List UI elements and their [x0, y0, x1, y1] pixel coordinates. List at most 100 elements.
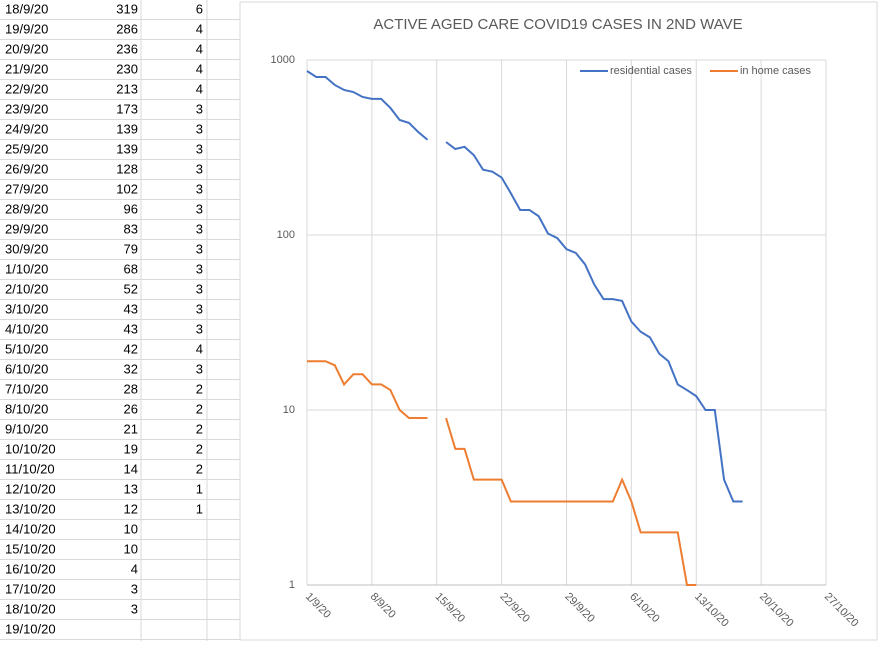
value-cell: 43	[124, 301, 138, 316]
value-cell: 83	[124, 221, 138, 236]
date-cell: 7/10/20	[5, 381, 48, 396]
value-cell: 52	[124, 281, 138, 296]
value-cell: 213	[116, 81, 138, 96]
value-cell: 3	[196, 361, 203, 376]
date-cell: 19/9/20	[5, 21, 48, 36]
date-cell: 10/10/20	[5, 441, 56, 456]
date-cell: 23/9/20	[5, 101, 48, 116]
value-cell: 1	[196, 481, 203, 496]
date-cell: 25/9/20	[5, 141, 48, 156]
value-cell: 319	[116, 1, 138, 16]
value-cell: 2	[196, 401, 203, 416]
date-cell: 18/9/20	[5, 1, 48, 16]
date-cell: 27/9/20	[5, 181, 48, 196]
date-cell: 16/10/20	[5, 561, 56, 576]
value-cell: 19	[124, 441, 138, 456]
value-cell: 10	[124, 541, 138, 556]
y-tick-label: 1	[289, 579, 295, 591]
date-cell: 18/10/20	[5, 601, 56, 616]
date-cell: 4/10/20	[5, 321, 48, 336]
value-cell: 139	[116, 121, 138, 136]
spreadsheet: 18/9/20 319 619/9/20 286 420/9/20 236 421/9/20…	[0, 0, 240, 641]
value-cell: 3	[196, 161, 203, 176]
date-cell: 26/9/20	[5, 161, 48, 176]
value-cell: 13	[124, 481, 138, 496]
date-cell: 11/10/20	[5, 461, 55, 476]
date-cell: 6/10/20	[5, 361, 48, 376]
value-cell: 3	[131, 601, 138, 616]
value-cell: 1	[196, 501, 203, 516]
series-line	[307, 360, 697, 586]
date-cell: 19/10/20	[5, 621, 56, 636]
value-cell: 3	[196, 101, 203, 116]
date-cell: 30/9/20	[5, 241, 48, 256]
value-cell: 2	[196, 381, 203, 396]
date-cell: 3/10/20	[5, 301, 48, 316]
date-cell: 13/10/20	[5, 501, 56, 516]
value-cell: 3	[196, 281, 203, 296]
value-cell: 102	[116, 181, 138, 196]
date-cell: 20/9/20	[5, 41, 48, 56]
value-cell: 4	[196, 41, 203, 56]
value-cell: 286	[116, 21, 138, 36]
date-cell: 5/10/20	[5, 341, 48, 356]
value-cell: 2	[196, 421, 203, 436]
value-cell: 3	[196, 321, 203, 336]
date-cell: 17/10/20	[5, 581, 56, 596]
value-cell: 4	[196, 81, 203, 96]
value-cell: 28	[124, 381, 138, 396]
value-cell: 173	[116, 101, 138, 116]
date-cell: 29/9/20	[5, 221, 48, 236]
date-cell: 15/10/20	[5, 541, 56, 556]
date-cell: 28/9/20	[5, 201, 48, 216]
value-cell: 3	[131, 581, 138, 596]
legend-label: in home cases	[740, 65, 811, 77]
value-cell: 4	[196, 21, 203, 36]
chart-title: ACTIVE AGED CARE COVID19 CASES IN 2ND WA…	[373, 16, 742, 33]
value-cell: 3	[196, 221, 203, 236]
value-cell: 26	[124, 401, 138, 416]
value-cell: 43	[124, 321, 138, 336]
value-cell: 68	[124, 261, 138, 276]
value-cell: 3	[196, 261, 203, 276]
value-cell: 2	[196, 441, 203, 456]
y-tick-label: 100	[277, 229, 295, 241]
date-cell: 21/9/20	[5, 61, 48, 76]
y-tick-label: 10	[283, 404, 295, 416]
value-cell: 32	[124, 361, 138, 376]
value-cell: 6	[196, 1, 203, 16]
value-cell: 4	[196, 61, 203, 76]
date-cell: 22/9/20	[5, 81, 48, 96]
date-cell: 24/9/20	[5, 121, 48, 136]
chart-area	[239, 1, 878, 641]
value-cell: 10	[124, 521, 138, 536]
date-cell: 1/10/20	[5, 261, 48, 276]
date-cell: 8/10/20	[5, 401, 48, 416]
value-cell: 3	[196, 141, 203, 156]
value-cell: 96	[124, 201, 138, 216]
date-cell: 2/10/20	[5, 281, 48, 296]
value-cell: 3	[196, 181, 203, 196]
value-cell: 128	[116, 161, 138, 176]
value-cell: 12	[124, 501, 138, 516]
series-line	[306, 70, 743, 503]
date-cell: 9/10/20	[5, 421, 48, 436]
value-cell: 2	[196, 461, 203, 476]
value-cell: 3	[196, 241, 203, 256]
value-cell: 21	[124, 421, 138, 436]
legend-label: residential cases	[610, 65, 692, 77]
value-cell: 3	[196, 201, 203, 216]
value-cell: 3	[196, 301, 203, 316]
value-cell: 4	[131, 561, 138, 576]
value-cell: 236	[116, 41, 138, 56]
value-cell: 79	[124, 241, 138, 256]
value-cell: 42	[124, 341, 138, 356]
value-cell: 139	[116, 141, 138, 156]
value-cell: 14	[124, 461, 138, 476]
date-cell: 12/10/20	[5, 481, 56, 496]
value-cell: 3	[196, 121, 203, 136]
y-tick-label: 1000	[271, 54, 295, 66]
date-cell: 14/10/20	[5, 521, 56, 536]
